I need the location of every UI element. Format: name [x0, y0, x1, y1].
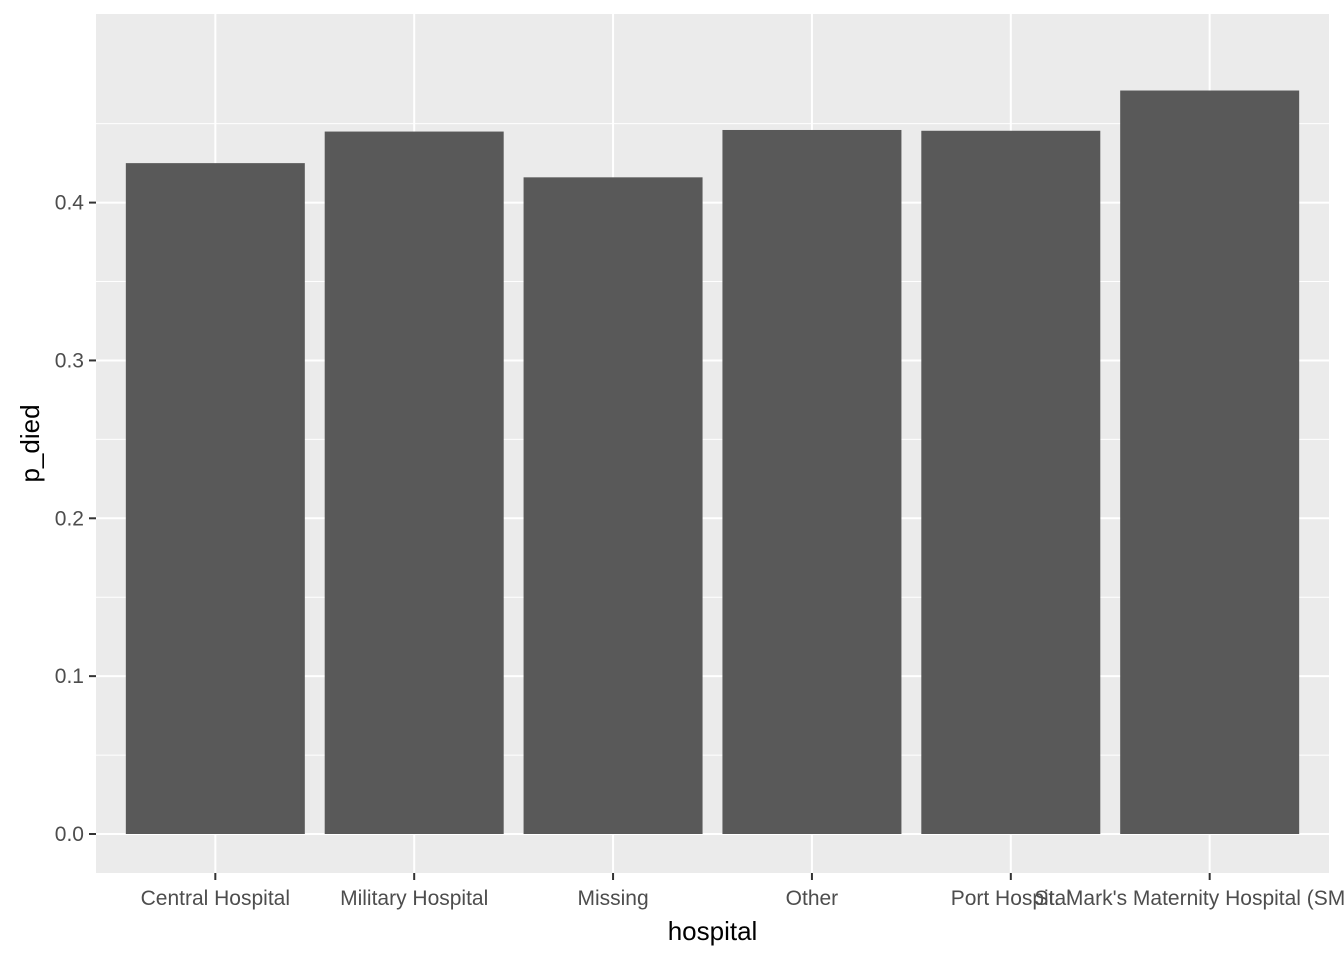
x-tick-label: Other — [786, 887, 839, 910]
x-tick-label: Military Hospital — [340, 887, 488, 910]
y-tick-label: 0.4 — [55, 192, 85, 215]
y-axis: 0.0 0.1 0.2 0.3 0.4 — [55, 192, 96, 846]
y-tick-label: 0.3 — [55, 349, 84, 372]
y-tick-label: 0.2 — [55, 507, 84, 530]
x-axis: Central Hospital Military Hospital Missing… — [141, 873, 1344, 910]
bar — [722, 129, 902, 834]
bar — [523, 177, 703, 835]
x-tick-label: Missing — [577, 887, 648, 910]
y-axis-title: p_died — [15, 404, 45, 482]
x-tick-label: St. Mark's Maternity Hospital (SMMH) — [1034, 887, 1344, 910]
y-tick-label: 0.0 — [55, 823, 84, 846]
x-tick-label: Port Hospital — [951, 887, 1071, 910]
y-tick-label: 0.1 — [55, 665, 84, 688]
bar — [324, 131, 504, 835]
bar — [921, 130, 1101, 835]
bars — [125, 90, 1300, 835]
bar — [125, 163, 305, 835]
x-axis-title: hospital — [668, 916, 758, 946]
x-tick-label: Central Hospital — [141, 887, 290, 910]
bar — [1120, 90, 1300, 834]
